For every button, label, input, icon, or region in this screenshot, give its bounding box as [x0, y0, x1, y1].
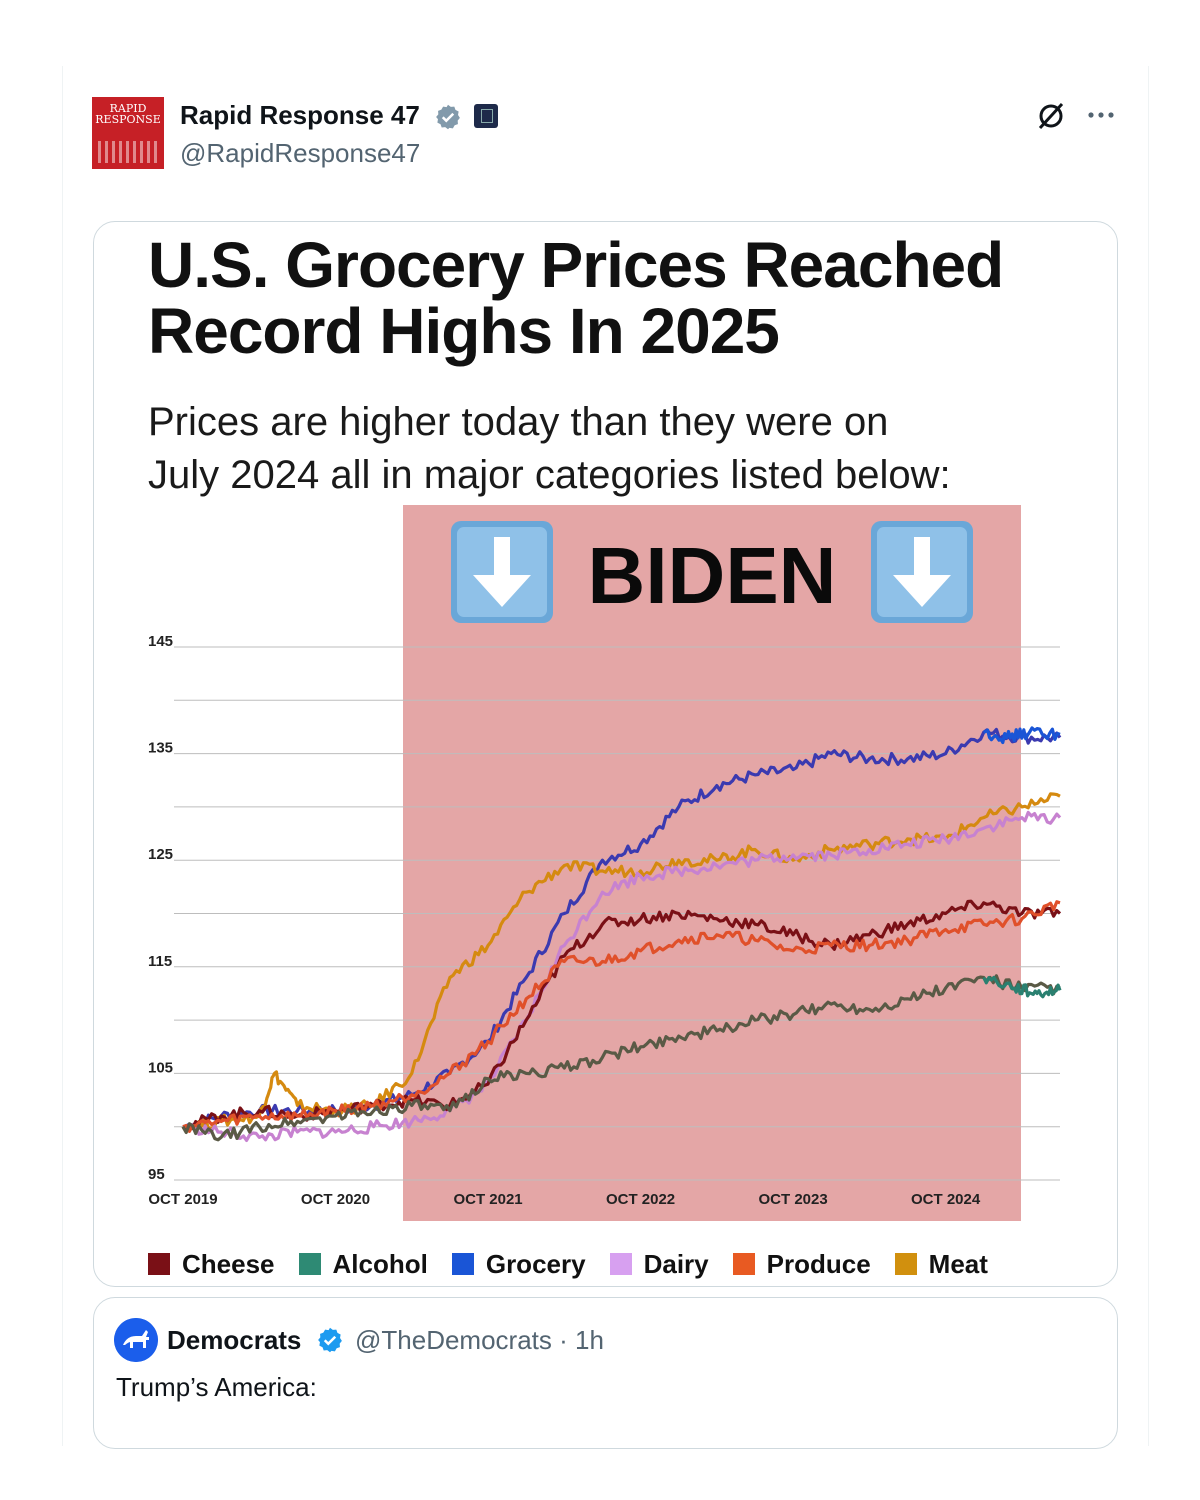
- avatar-logo-text: RAPID RESPONSE: [95, 102, 161, 126]
- author-handle[interactable]: @RapidResponse47: [180, 138, 421, 168]
- x-tick-label: OCT 2024: [911, 1191, 981, 1208]
- author-name[interactable]: Rapid Response 47: [180, 100, 420, 130]
- chart-subtitle-line-1: Prices are higher today than they were o…: [148, 400, 889, 444]
- legend-swatch: [298, 1253, 321, 1275]
- quote-text: Trump’s America:: [116, 1372, 317, 1402]
- chart-title-line-1: U.S. Grocery Prices Reached: [148, 229, 1004, 301]
- quote-author-handle-time[interactable]: @TheDemocrats · 1h: [355, 1325, 604, 1355]
- affiliation-badge-icon[interactable]: [474, 104, 498, 128]
- legend-item-alcohol: Alcohol: [298, 1248, 428, 1280]
- series-line-meat: [181, 792, 1061, 1134]
- chart-title: U.S. Grocery Prices Reached Record Highs…: [148, 232, 1088, 364]
- y-tick-label: 145: [148, 633, 173, 650]
- series-line-alcohol-tail: [982, 975, 1062, 999]
- legend-swatch: [732, 1253, 755, 1275]
- y-tick-label: 95: [148, 1166, 165, 1183]
- y-tick-label: 135: [148, 740, 173, 757]
- author-avatar[interactable]: RAPID RESPONSE: [92, 97, 164, 169]
- legend-label: Alcohol: [332, 1248, 428, 1279]
- series-line-alcohol: [181, 974, 1061, 1142]
- grok-icon[interactable]: [1035, 100, 1067, 132]
- legend-swatch: [451, 1253, 474, 1275]
- legend-label: Produce: [766, 1248, 871, 1279]
- down-arrow-icon: [871, 521, 973, 623]
- legend-item-meat: Meat: [894, 1248, 988, 1280]
- legend-swatch: [148, 1253, 170, 1275]
- avatar-building-icon: [98, 141, 158, 163]
- chart-title-line-2: Record Highs In 2025: [148, 295, 780, 367]
- verified-badge-icon: [436, 104, 460, 130]
- series-line-produce: [182, 900, 1061, 1133]
- chart-subtitle-line-2: July 2024 all in major categories listed…: [148, 453, 951, 497]
- x-tick-label: OCT 2019: [148, 1191, 217, 1208]
- y-tick-label: 115: [148, 953, 172, 970]
- legend-swatch: [609, 1253, 632, 1275]
- legend-item-cheese: Cheese: [148, 1249, 275, 1280]
- chart-subtitle: Prices are higher today than they were o…: [148, 396, 1088, 502]
- y-axis-ticks: 95 105 115 125 135 145: [148, 633, 173, 1183]
- chart-legend: Cheese Alcohol Grocery Dairy Produce Meat: [148, 1244, 1012, 1284]
- y-tick-label: 105: [148, 1059, 173, 1076]
- legend-item-produce: Produce: [732, 1248, 871, 1280]
- series-line-grocery-tail: [983, 726, 1061, 745]
- chart-gridlines: [174, 646, 1060, 1181]
- legend-label: Grocery: [485, 1248, 586, 1279]
- x-axis-ticks: OCT 2019 OCT 2020 OCT 2021 OCT 2022 OCT 2023…: [148, 1191, 980, 1208]
- chart-series: [181, 726, 1062, 1142]
- legend-swatch: [894, 1253, 917, 1275]
- legend-label: Meat: [928, 1248, 988, 1279]
- more-options-icon[interactable]: [1083, 100, 1119, 130]
- x-tick-label: OCT 2021: [453, 1191, 522, 1208]
- legend-label: Cheese: [182, 1248, 275, 1279]
- quote-author-name[interactable]: Democrats: [167, 1325, 302, 1355]
- y-tick-label: 125: [148, 846, 173, 863]
- legend-item-grocery: Grocery: [451, 1248, 586, 1280]
- democrats-avatar-icon[interactable]: [114, 1318, 158, 1362]
- x-tick-label: OCT 2023: [758, 1191, 827, 1208]
- quote-verified-badge-icon: [318, 1327, 342, 1353]
- down-arrow-icon: [451, 521, 553, 623]
- biden-label: BIDEN: [588, 531, 837, 620]
- biden-band-header: BIDEN: [451, 521, 973, 623]
- legend-label: Dairy: [643, 1248, 709, 1279]
- series-line-dairy: [182, 810, 1062, 1142]
- legend-item-dairy: Dairy: [609, 1248, 709, 1280]
- x-tick-label: OCT 2022: [606, 1191, 675, 1208]
- x-tick-label: OCT 2020: [301, 1191, 370, 1208]
- quoted-tweet[interactable]: [93, 1297, 1118, 1449]
